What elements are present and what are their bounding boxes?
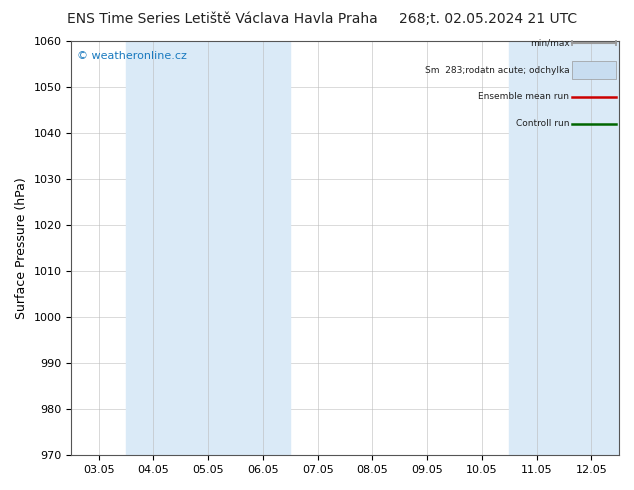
Text: ENS Time Series Letiště Václava Havla Praha: ENS Time Series Letiště Václava Havla Pr… bbox=[67, 12, 377, 26]
Bar bbox=[126, 41, 181, 455]
Bar bbox=[236, 41, 290, 455]
Text: Sm  283;rodatn acute; odchylka: Sm 283;rodatn acute; odchylka bbox=[425, 66, 569, 74]
Text: Controll run: Controll run bbox=[516, 120, 569, 128]
Text: min/max: min/max bbox=[529, 39, 569, 48]
Text: Ensemble mean run: Ensemble mean run bbox=[479, 93, 569, 101]
Bar bbox=[509, 41, 564, 455]
Bar bbox=[572, 61, 616, 79]
Bar bbox=[181, 41, 236, 455]
Text: 268;t. 02.05.2024 21 UTC: 268;t. 02.05.2024 21 UTC bbox=[399, 12, 577, 26]
Y-axis label: Surface Pressure (hPa): Surface Pressure (hPa) bbox=[15, 177, 28, 319]
Bar bbox=[564, 41, 619, 455]
Text: © weatheronline.cz: © weatheronline.cz bbox=[77, 51, 187, 61]
